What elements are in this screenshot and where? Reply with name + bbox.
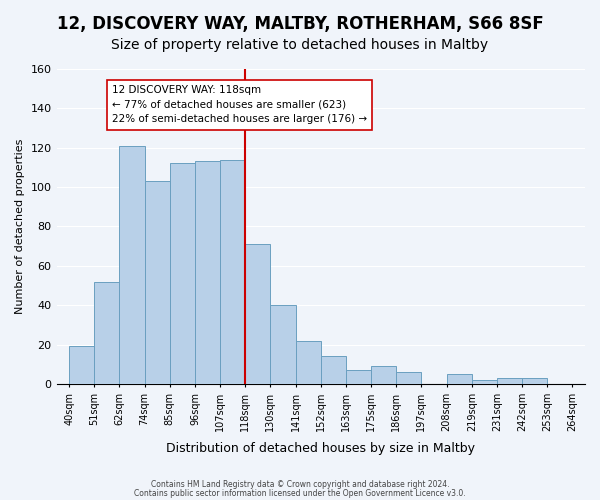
Bar bbox=[220, 160, 245, 384]
Text: Contains public sector information licensed under the Open Government Licence v3: Contains public sector information licen… bbox=[134, 488, 466, 498]
Bar bbox=[321, 356, 346, 384]
Bar bbox=[346, 370, 371, 384]
Bar bbox=[296, 340, 321, 384]
Bar bbox=[94, 282, 119, 384]
Bar bbox=[497, 378, 522, 384]
Bar bbox=[170, 164, 195, 384]
Bar bbox=[446, 374, 472, 384]
Bar bbox=[271, 305, 296, 384]
Bar bbox=[195, 162, 220, 384]
Text: Contains HM Land Registry data © Crown copyright and database right 2024.: Contains HM Land Registry data © Crown c… bbox=[151, 480, 449, 489]
Text: Size of property relative to detached houses in Maltby: Size of property relative to detached ho… bbox=[112, 38, 488, 52]
Bar bbox=[371, 366, 396, 384]
Bar bbox=[396, 372, 421, 384]
Bar bbox=[522, 378, 547, 384]
Text: 12, DISCOVERY WAY, MALTBY, ROTHERHAM, S66 8SF: 12, DISCOVERY WAY, MALTBY, ROTHERHAM, S6… bbox=[56, 15, 544, 33]
Y-axis label: Number of detached properties: Number of detached properties bbox=[15, 138, 25, 314]
X-axis label: Distribution of detached houses by size in Maltby: Distribution of detached houses by size … bbox=[166, 442, 475, 455]
Bar bbox=[145, 181, 170, 384]
Bar bbox=[245, 244, 271, 384]
Bar bbox=[119, 146, 145, 384]
Text: 12 DISCOVERY WAY: 118sqm
← 77% of detached houses are smaller (623)
22% of semi-: 12 DISCOVERY WAY: 118sqm ← 77% of detach… bbox=[112, 84, 367, 124]
Bar bbox=[69, 346, 94, 384]
Bar bbox=[472, 380, 497, 384]
